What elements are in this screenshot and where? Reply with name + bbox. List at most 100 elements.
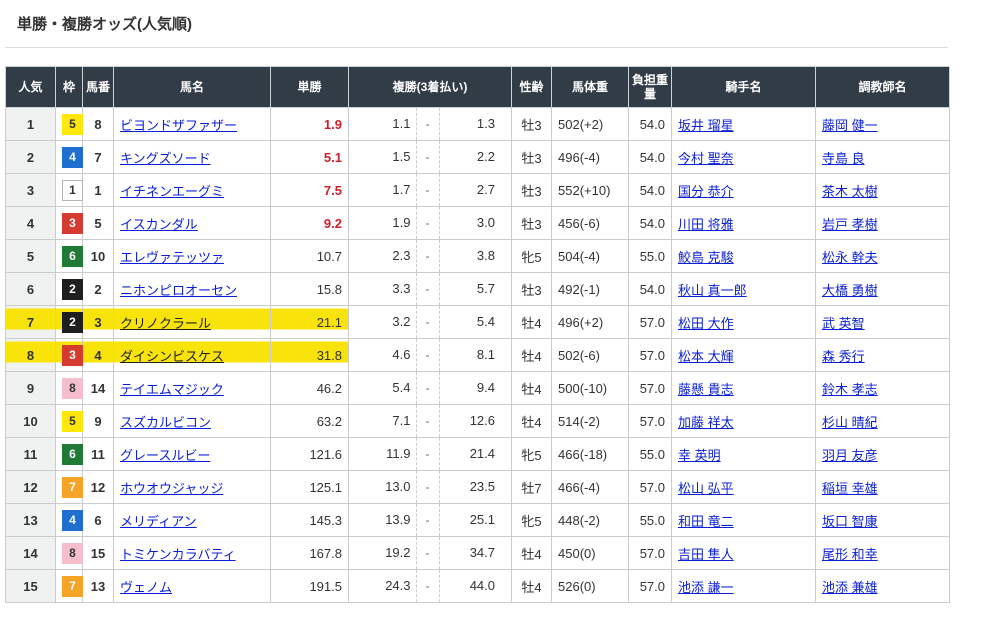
- sex-age-cell: 牡4: [511, 404, 552, 438]
- place-odds-cell: 13.0- 23.5: [348, 470, 512, 504]
- jockey-link[interactable]: 国分 恭介: [678, 183, 734, 199]
- jockey-link[interactable]: 松山 弘平: [678, 480, 734, 496]
- jockey-link[interactable]: 鮫島 克駿: [678, 249, 734, 265]
- place-odds-high: 9.4: [476, 380, 495, 395]
- jockey-link[interactable]: 吉田 隼人: [678, 546, 734, 562]
- jockey-link[interactable]: 川田 将雅: [678, 216, 734, 232]
- trainer-link[interactable]: 松永 幹夫: [822, 249, 878, 265]
- horse-name-link[interactable]: イチネンエーグミ: [120, 183, 225, 199]
- table-row: 1 5 8 ビヨンドザファザー 1.9 1.1- 1.3 牡3 502(+2) 5…: [5, 107, 950, 141]
- place-odds-low: 1.5: [392, 149, 411, 164]
- horse-name-link[interactable]: メリディアン: [120, 513, 197, 529]
- place-odds-cell: 3.3- 5.7: [348, 272, 512, 306]
- trainer-cell: 森 秀行: [815, 338, 950, 372]
- jockey-cell: 秋山 真一郎: [671, 272, 816, 306]
- horse-weight-cell: 466(-4): [551, 470, 629, 504]
- horse-name-cell: トミケンカラバティ: [113, 536, 271, 570]
- jockey-link[interactable]: 松本 大輝: [678, 348, 734, 364]
- place-odds-range: 4.6- 8.1: [355, 339, 505, 371]
- place-odds-separator: -: [415, 108, 440, 140]
- horse-name-link[interactable]: ホウオウジャッジ: [120, 480, 224, 496]
- trainer-link[interactable]: 寺島 良: [822, 150, 865, 166]
- impost-cell: 57.0: [628, 338, 672, 372]
- trainer-link[interactable]: 茶木 太樹: [822, 183, 878, 199]
- frame-badge: 8: [62, 377, 83, 399]
- horse-name-cell: イチネンエーグミ: [113, 173, 271, 207]
- sex-age-cell: 牡7: [511, 470, 552, 504]
- frame-cell: 1: [55, 173, 83, 207]
- header-trainer: 調教師名: [815, 66, 950, 108]
- horse-weight-cell: 504(-4): [551, 239, 629, 273]
- impost-cell: 57.0: [628, 569, 672, 603]
- horse-number-cell: 11: [82, 437, 114, 471]
- jockey-link[interactable]: 松田 大作: [678, 315, 734, 331]
- rank-cell: 8: [5, 338, 56, 372]
- place-odds-high: 5.7: [476, 281, 495, 296]
- horse-name-cell: ニホンピロオーセン: [113, 272, 271, 306]
- horse-name-cell: ホウオウジャッジ: [113, 470, 271, 504]
- trainer-link[interactable]: 武 英智: [822, 315, 865, 331]
- header-frame: 枠: [55, 66, 83, 108]
- trainer-link[interactable]: 羽月 友彦: [822, 447, 878, 463]
- header-place-odds: 複勝(3着払い): [348, 66, 512, 108]
- jockey-link[interactable]: 池添 謙一: [678, 579, 734, 595]
- jockey-link[interactable]: 藤懸 貴志: [678, 381, 734, 397]
- trainer-link[interactable]: 尾形 和幸: [822, 546, 878, 562]
- impost-cell: 55.0: [628, 239, 672, 273]
- trainer-cell: 茶木 太樹: [815, 173, 950, 207]
- place-odds-low: 5.4: [392, 380, 411, 395]
- win-odds-cell: 21.1: [270, 305, 349, 339]
- jockey-link[interactable]: 坂井 瑠星: [678, 117, 734, 133]
- horse-name-link[interactable]: ニホンピロオーセン: [120, 282, 238, 298]
- horse-name-cell: メリディアン: [113, 503, 271, 537]
- horse-name-link[interactable]: テイエムマジック: [120, 381, 224, 397]
- horse-name-link[interactable]: ダイシンビスケス: [120, 348, 225, 364]
- place-odds-cell: 7.1- 12.6: [348, 404, 512, 438]
- trainer-link[interactable]: 坂口 智康: [822, 513, 878, 529]
- place-odds-range: 7.1- 12.6: [355, 405, 505, 437]
- trainer-link[interactable]: 藤岡 健一: [822, 117, 878, 133]
- horse-name-link[interactable]: イスカンダル: [120, 216, 198, 232]
- sex-age-cell: 牝5: [511, 503, 552, 537]
- place-odds-cell: 11.9- 21.4: [348, 437, 512, 471]
- horse-name-cell: テイエムマジック: [113, 371, 271, 405]
- trainer-link[interactable]: 大橋 勇樹: [822, 282, 878, 298]
- horse-name-link[interactable]: スズカルビコン: [120, 414, 212, 430]
- jockey-link[interactable]: 加藤 祥太: [678, 414, 734, 430]
- horse-name-link[interactable]: キングズソード: [120, 150, 211, 166]
- place-odds-separator: -: [415, 405, 440, 437]
- trainer-link[interactable]: 稲垣 幸雄: [822, 480, 878, 496]
- trainer-link[interactable]: 岩戸 孝樹: [822, 216, 878, 232]
- place-odds-range: 3.3- 5.7: [355, 273, 505, 305]
- frame-badge: 5: [62, 410, 83, 432]
- horse-name-link[interactable]: エレヴァテッツァ: [120, 249, 225, 265]
- place-odds-high: 34.7: [469, 545, 495, 560]
- horse-name-link[interactable]: クリノクラール: [120, 315, 212, 331]
- horse-name-link[interactable]: トミケンカラバティ: [120, 546, 236, 562]
- horse-name-link[interactable]: グレースルビー: [120, 447, 211, 463]
- trainer-link[interactable]: 杉山 晴紀: [822, 414, 878, 430]
- horse-number-cell: 12: [82, 470, 114, 504]
- frame-cell: 4: [55, 503, 83, 537]
- horse-name-link[interactable]: ヴェノム: [120, 579, 173, 595]
- jockey-link[interactable]: 今村 聖奈: [678, 150, 734, 166]
- trainer-link[interactable]: 池添 兼雄: [822, 579, 878, 595]
- trainer-link[interactable]: 森 秀行: [822, 348, 865, 364]
- table-row: 2 4 7 キングズソード 5.1 1.5- 2.2 牡3 496(-4) 54.…: [5, 140, 950, 174]
- win-odds-cell: 125.1: [270, 470, 349, 504]
- horse-weight-cell: 526(0): [551, 569, 629, 603]
- horse-name-link[interactable]: ビヨンドザファザー: [120, 117, 238, 133]
- jockey-link[interactable]: 秋山 真一郎: [678, 282, 747, 298]
- place-odds-low: 3.3: [392, 281, 411, 296]
- horse-number-cell: 1: [82, 173, 114, 207]
- jockey-cell: 今村 聖奈: [671, 140, 816, 174]
- header-horse-weight: 馬体重: [551, 66, 629, 108]
- horse-name-cell: ビヨンドザファザー: [113, 107, 271, 141]
- sex-age-cell: 牡4: [511, 305, 552, 339]
- horse-weight-cell: 496(-4): [551, 140, 629, 174]
- rank-cell: 3: [5, 173, 56, 207]
- jockey-link[interactable]: 和田 竜二: [678, 513, 734, 529]
- jockey-link[interactable]: 幸 英明: [678, 447, 721, 463]
- place-odds-cell: 19.2- 34.7: [348, 536, 512, 570]
- trainer-link[interactable]: 鈴木 孝志: [822, 381, 878, 397]
